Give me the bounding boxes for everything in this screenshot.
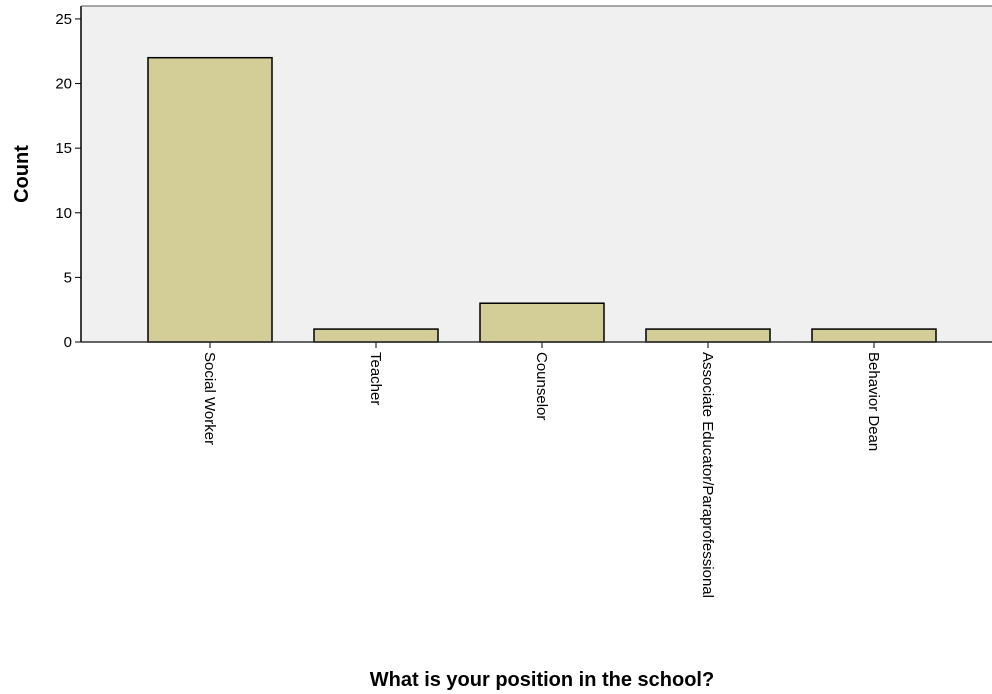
bars: [147, 56, 937, 343]
x-tick-label: Associate Educator/Paraprofessional: [699, 352, 716, 598]
x-tick-label: Behavior Dean: [865, 352, 882, 451]
y-tick-label: 5: [64, 269, 72, 286]
y-axis-title: Count: [11, 145, 33, 203]
bar: [811, 328, 937, 343]
y-tick-label: 15: [55, 140, 72, 157]
y-tick-label: 20: [55, 76, 72, 93]
y-axis-ticks: 0 5 10 15 20 25: [55, 11, 81, 351]
bar: [147, 56, 273, 343]
bar: [313, 328, 439, 343]
bar: [479, 302, 605, 343]
y-tick-label: 25: [55, 11, 72, 28]
x-axis-ticks: Social Worker Teacher Counselor Associate E…: [201, 342, 882, 598]
x-axis-title: What is your position in the school?: [370, 669, 714, 691]
x-tick-label: Teacher: [367, 352, 384, 405]
bar: [645, 328, 771, 343]
x-tick-label: Counselor: [533, 352, 550, 420]
x-tick-label: Social Worker: [201, 352, 218, 445]
y-tick-label: 10: [55, 205, 72, 222]
y-tick-label: 0: [64, 334, 72, 351]
